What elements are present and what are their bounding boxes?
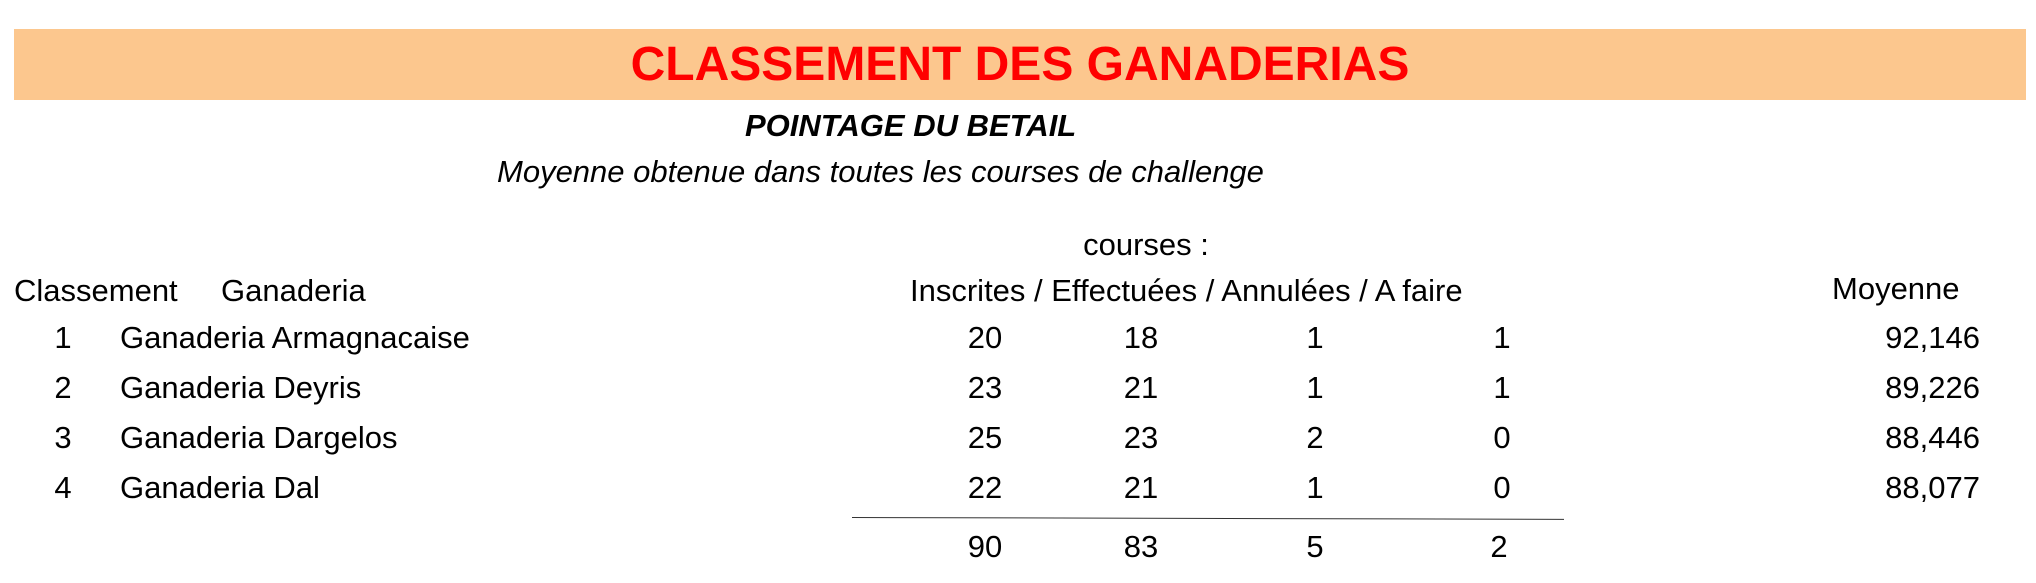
page-title: CLASSEMENT DES GANADERIAS	[630, 38, 1410, 91]
row-3-effectuees: 23	[1123, 420, 1159, 455]
row-1-rank: 1	[54, 320, 72, 355]
page-description: Moyenne obtenue dans toutes les courses …	[497, 154, 1264, 189]
row-1-name: Ganaderia Armagnacaise	[120, 320, 470, 355]
row-4-effectuees: 21	[1123, 470, 1159, 505]
row-4-a-faire: 0	[1493, 470, 1511, 505]
row-3-name: Ganaderia Dargelos	[120, 420, 398, 455]
row-2-rank: 2	[54, 370, 72, 405]
row-4-name: Ganaderia Dal	[120, 470, 320, 505]
header-ganaderia: Ganaderia	[221, 273, 366, 308]
row-2-annulees: 1	[1306, 370, 1324, 405]
row-1-effectuees: 18	[1123, 320, 1159, 355]
row-1-inscrites: 20	[967, 320, 1003, 355]
row-1-annulees: 1	[1306, 320, 1324, 355]
row-1-a-faire: 1	[1493, 320, 1511, 355]
row-2-moyenne: 89,226	[1885, 370, 1980, 405]
header-courses-columns: Inscrites / Effectuées / Annulées / A fa…	[910, 273, 1463, 308]
row-3-rank: 3	[54, 420, 72, 455]
total-inscrites: 90	[967, 529, 1003, 564]
row-4-moyenne: 88,077	[1885, 470, 1980, 505]
row-2-name: Ganaderia Deyris	[120, 370, 362, 405]
row-3-moyenne: 88,446	[1885, 420, 1980, 455]
row-1-moyenne: 92,146	[1885, 320, 1980, 355]
page-subtitle: POINTAGE DU BETAIL	[745, 108, 1077, 143]
courses-label: courses :	[1083, 227, 1209, 262]
total-effectuees: 83	[1123, 529, 1159, 564]
totals-separator	[851, 517, 1564, 520]
row-2-a-faire: 1	[1493, 370, 1511, 405]
row-4-rank: 4	[54, 470, 72, 505]
row-3-inscrites: 25	[967, 420, 1003, 455]
row-3-a-faire: 0	[1493, 420, 1511, 455]
total-annulees: 5	[1306, 529, 1324, 564]
header-moyenne: Moyenne	[1832, 271, 1960, 306]
row-4-inscrites: 22	[967, 470, 1003, 505]
title-banner: CLASSEMENT DES GANADERIAS	[14, 29, 2026, 100]
total-a-faire: 2	[1490, 529, 1508, 564]
row-2-effectuees: 21	[1123, 370, 1159, 405]
row-2-inscrites: 23	[967, 370, 1003, 405]
row-3-annulees: 2	[1306, 420, 1324, 455]
row-4-annulees: 1	[1306, 470, 1324, 505]
header-classement: Classement	[14, 273, 178, 308]
